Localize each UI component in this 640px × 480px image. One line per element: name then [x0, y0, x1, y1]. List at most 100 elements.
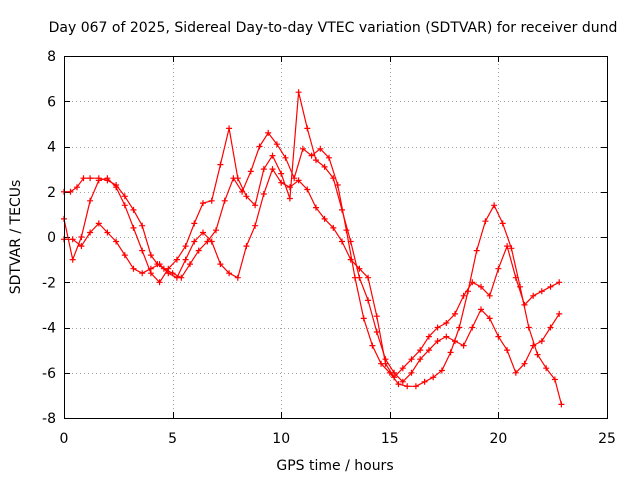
data-point [67, 188, 74, 195]
x-tick-label: 5 [168, 431, 177, 447]
x-axis-label: GPS time / hours [276, 458, 393, 474]
data-point [417, 356, 424, 363]
x-tick-label: 25 [598, 431, 616, 447]
data-point [208, 197, 215, 204]
data-point [321, 215, 328, 222]
data-point [139, 270, 146, 277]
data-point [425, 333, 432, 340]
data-point [330, 224, 337, 231]
data-point [482, 218, 489, 225]
data-point [556, 310, 563, 317]
y-axis-label: SDTVAR / TECUs [8, 180, 24, 295]
data-point [360, 315, 367, 322]
data-point [95, 220, 102, 227]
data-point [438, 367, 445, 374]
data-point [304, 186, 311, 193]
data-point [165, 270, 172, 277]
data-point [521, 301, 528, 308]
data-point [156, 279, 163, 286]
data-point [247, 168, 254, 175]
series-track-a [61, 129, 565, 408]
data-point [365, 297, 372, 304]
data-point [78, 243, 85, 250]
data-point [452, 338, 458, 345]
data-point [304, 125, 311, 132]
series-line [64, 132, 562, 405]
data-point [208, 238, 215, 245]
data-point [556, 279, 563, 286]
data-point [456, 324, 463, 331]
data-point [200, 229, 206, 236]
data-point [365, 274, 372, 281]
data-point [434, 324, 441, 331]
data-point [147, 252, 154, 259]
y-tick-label: -4 [42, 321, 56, 337]
data-point [139, 222, 146, 229]
data-point [121, 252, 128, 259]
data-point [130, 206, 137, 213]
data-point [213, 227, 219, 234]
data-point [182, 243, 189, 250]
data-point [512, 274, 519, 281]
data-point [147, 265, 154, 272]
data-point [469, 279, 476, 286]
data-point [382, 360, 389, 367]
data-point [356, 265, 363, 272]
data-point [156, 261, 163, 268]
data-point [78, 234, 85, 240]
data-point [478, 283, 484, 290]
x-tick-label: 15 [381, 431, 399, 447]
data-point [452, 310, 458, 317]
data-point [508, 245, 515, 252]
data-point [404, 383, 411, 390]
y-tick-label: 2 [47, 185, 56, 201]
data-point [395, 381, 402, 388]
series-line [64, 168, 560, 378]
data-point [252, 222, 259, 229]
data-point [369, 342, 376, 349]
data-point [286, 195, 293, 202]
data-point [347, 256, 354, 263]
data-point [187, 261, 193, 268]
y-tick-label: -2 [42, 275, 56, 291]
data-point [217, 261, 224, 268]
data-point [221, 197, 228, 204]
data-point [473, 247, 480, 254]
y-tick-labels: -8 -6 -4 -2 0 2 4 6 8 [42, 49, 56, 427]
data-point [243, 243, 250, 250]
data-point [191, 220, 198, 227]
data-point [443, 320, 450, 326]
data-point [69, 256, 76, 263]
data-point [295, 177, 302, 184]
data-point [538, 288, 545, 295]
data-point [308, 152, 315, 159]
data-point [87, 229, 94, 236]
data-point [504, 243, 511, 250]
data-point [339, 206, 345, 213]
data-point [330, 175, 337, 182]
data-point [278, 179, 285, 186]
data-point [408, 356, 415, 363]
data-point [486, 315, 493, 322]
data-point [460, 342, 467, 349]
data-point [234, 175, 241, 182]
y-tick-label: 8 [47, 49, 56, 65]
series-track-c [61, 166, 563, 381]
data-point [226, 270, 233, 277]
data-point [547, 283, 554, 290]
data-point [95, 177, 102, 184]
data-point [326, 154, 332, 161]
data-point [417, 347, 424, 354]
data-point [460, 292, 467, 299]
data-point [173, 274, 180, 281]
x-tick-labels: 0 5 10 15 20 25 [60, 431, 616, 447]
data-point [525, 324, 532, 331]
data-point [74, 184, 80, 191]
data-point [243, 193, 250, 200]
data-point [547, 324, 554, 331]
data-point [299, 145, 306, 152]
grid-lines [64, 56, 607, 418]
data-point [521, 360, 528, 367]
data-point [286, 184, 293, 191]
